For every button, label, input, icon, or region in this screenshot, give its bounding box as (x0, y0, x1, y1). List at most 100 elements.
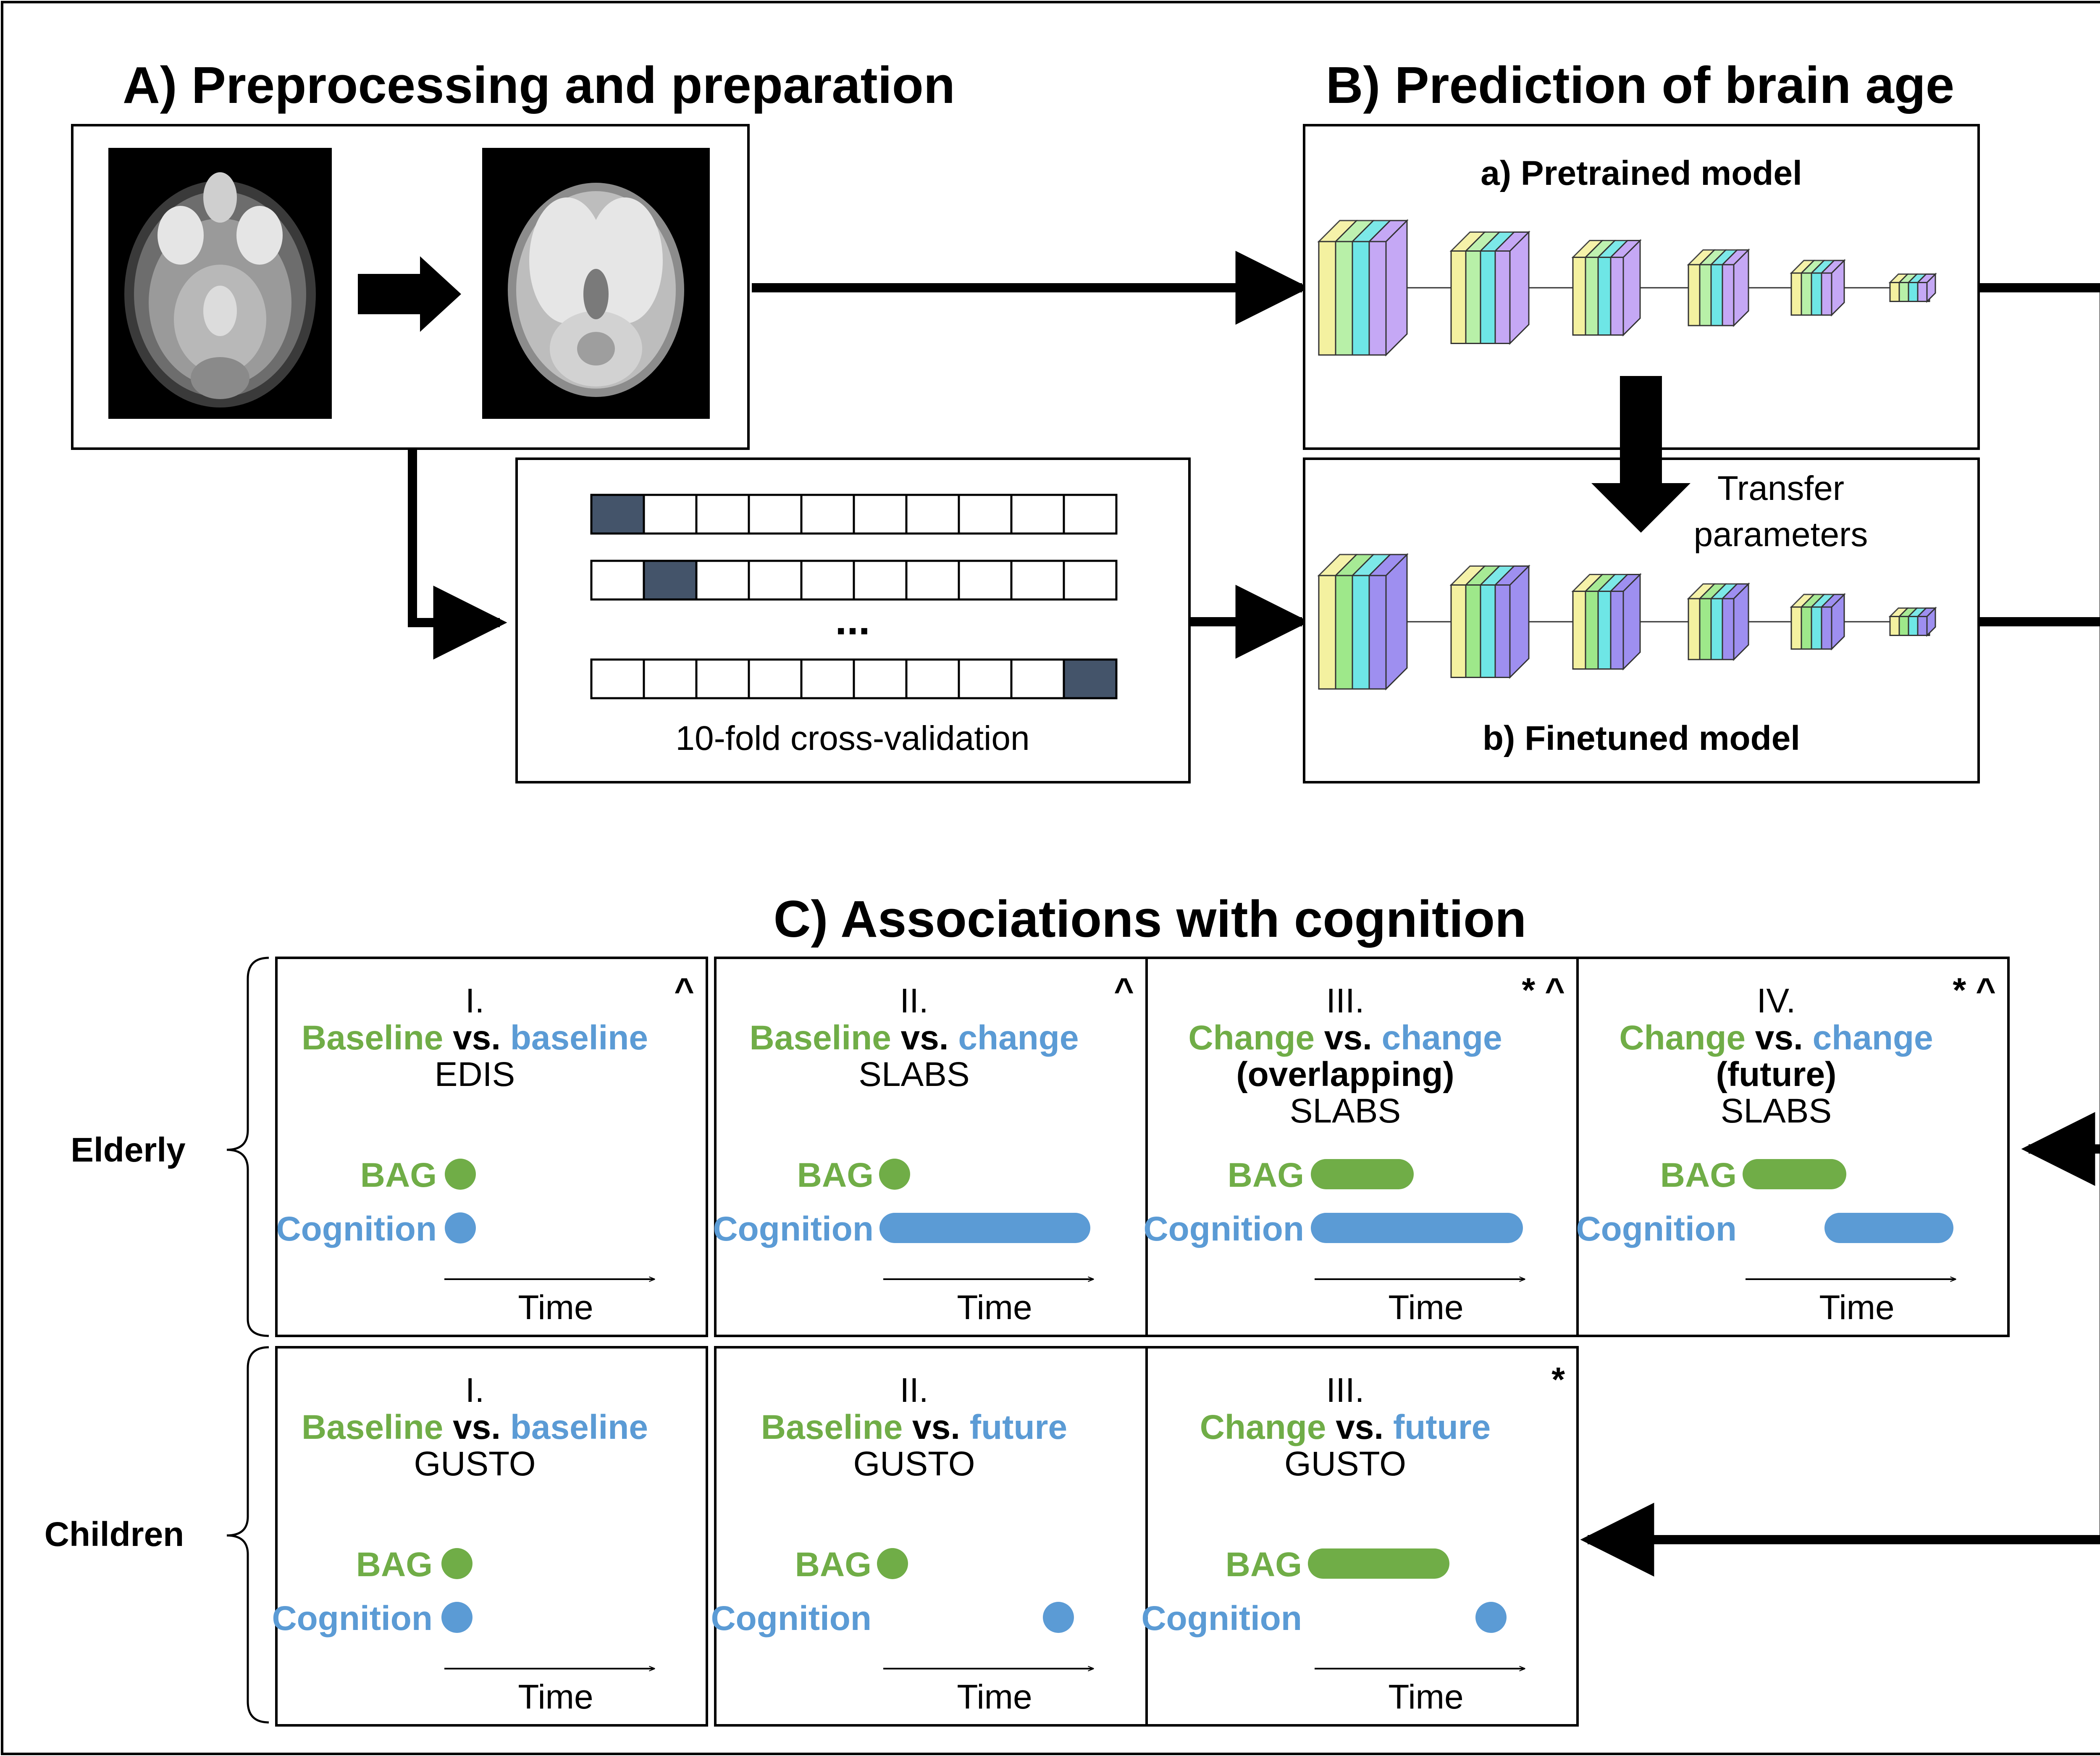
cognition-label: Cognition (1576, 1210, 1737, 1248)
bag-label: BAG (360, 1156, 437, 1194)
conv-block (1790, 259, 1890, 317)
cv-fold-cell (958, 658, 1013, 699)
finetuned-network-diagram (1317, 553, 1937, 691)
conv-block (1449, 230, 1573, 345)
transfer-arrow-icon (1591, 376, 1690, 533)
cv-label: 10-fold cross-validation (675, 719, 1029, 757)
bag-timepoint (441, 1548, 472, 1579)
cognition-label: Cognition (276, 1210, 437, 1248)
cv-fold-cell (1010, 560, 1065, 601)
time-label: Time (957, 1678, 1032, 1716)
bag-label: BAG (795, 1546, 872, 1584)
transfer-label-line1: Transfer (1717, 469, 1844, 507)
cv-fold-cell (853, 494, 908, 535)
panel-qualifier: (future) (1716, 1055, 1837, 1094)
bag-label: BAG (1660, 1156, 1737, 1194)
panel-comparison: Baseline vs. future (761, 1408, 1067, 1446)
panel-numeral: IV. (1757, 982, 1796, 1020)
panel-comparison: Baseline vs. baseline (302, 1019, 648, 1057)
elderly-panel-4: IV. * ^ Change vs. change(future)SLABS BAG C… (1576, 957, 2010, 1337)
bag-label: BAG (356, 1546, 433, 1584)
panel-comparison: Change vs. future (1200, 1408, 1491, 1446)
cognition-timepoint (445, 1212, 476, 1243)
time-label: Time (1388, 1288, 1463, 1327)
panel-comparison: Baseline vs. baseline (302, 1408, 648, 1446)
cv-fold-cell (853, 658, 908, 699)
panel-dataset: SLABS (858, 1055, 969, 1094)
pretrained-model-title: a) Pretrained model (1480, 154, 1802, 192)
arrow-to-cv (408, 450, 507, 660)
children-brace (226, 1346, 269, 1724)
panel-dataset: EDIS (435, 1055, 515, 1094)
preprocess-arrow-icon (358, 256, 461, 332)
section-b-title: B) Prediction of brain age (1326, 57, 1955, 114)
time-label: Time (1819, 1288, 1894, 1327)
elderly-label: Elderly (71, 1131, 186, 1169)
cv-fold-held-out (1063, 658, 1118, 699)
cv-fold-cell (958, 560, 1013, 601)
conv-block (1317, 219, 1451, 357)
conv-block (1317, 553, 1451, 691)
conv-block (1571, 239, 1688, 337)
cv-fold-cell (643, 494, 698, 535)
time-label: Time (518, 1678, 593, 1716)
panel-dataset: GUSTO (414, 1445, 536, 1483)
cv-fold-cell (958, 494, 1013, 535)
cv-fold-cell (800, 494, 855, 535)
panel-numeral: I. (465, 1371, 485, 1409)
conv-block (1687, 582, 1791, 661)
panel-comparison: Change vs. change (1619, 1019, 1933, 1057)
cv-fold-cell (695, 658, 750, 699)
conv-block (1571, 573, 1688, 671)
cognition-label: Cognition (1141, 1599, 1302, 1638)
cv-fold-rows (590, 494, 1118, 699)
bag-label: BAG (797, 1156, 874, 1194)
section-c-title: C) Associations with cognition (774, 891, 1527, 948)
panel-numeral: I. (465, 982, 485, 1020)
panel-dataset: GUSTO (853, 1445, 975, 1483)
cv-fold-cell (853, 560, 908, 601)
conv-block (1888, 606, 1937, 637)
bag-timepoint (445, 1159, 476, 1190)
pretrained-network-diagram (1317, 219, 1937, 357)
panel-numeral: II. (900, 1371, 928, 1409)
cv-fold-cell (905, 494, 960, 535)
cognition-label: Cognition (272, 1599, 433, 1638)
panel-numeral: II. (900, 982, 928, 1020)
cognition-label: Cognition (711, 1599, 872, 1638)
conv-block (1687, 248, 1791, 327)
cv-fold-cell (590, 560, 645, 601)
panel-dataset: SLABS (1721, 1092, 1832, 1130)
connector-right (1609, 283, 2100, 1544)
panel-numeral: III. (1326, 1371, 1364, 1409)
panel-comparison: Change vs. change (1188, 1019, 1502, 1057)
bag-label: BAG (1226, 1546, 1302, 1584)
panel-numeral: III. (1326, 982, 1364, 1020)
finetuned-model-title: b) Finetuned model (1483, 719, 1800, 757)
cv-fold-cell (1010, 658, 1065, 699)
panel-qualifier: (overlapping) (1236, 1055, 1454, 1094)
panel-dataset: GUSTO (1284, 1445, 1406, 1483)
cv-fold-cell (1063, 494, 1118, 535)
association-panels: I. ^Baseline vs. baselineEDISBAGCognition… (272, 957, 2010, 1727)
cv-fold-cell (590, 658, 645, 699)
time-label: Time (518, 1288, 593, 1327)
bag-timepoint (877, 1548, 908, 1579)
cv-fold-cell (748, 658, 803, 699)
bag-timepoint (879, 1159, 910, 1190)
conv-block (1449, 564, 1573, 679)
bag-label: BAG (1228, 1156, 1304, 1194)
cv-fold-cell (695, 494, 750, 535)
section-a-title: A) Preprocessing and preparation (123, 57, 955, 114)
time-label: Time (957, 1288, 1032, 1327)
cv-fold-cell (800, 560, 855, 601)
conv-block (1790, 593, 1890, 651)
cognition-label: Cognition (713, 1210, 874, 1248)
cv-fold-cell (1063, 560, 1118, 601)
cv-fold-held-out (643, 560, 698, 601)
